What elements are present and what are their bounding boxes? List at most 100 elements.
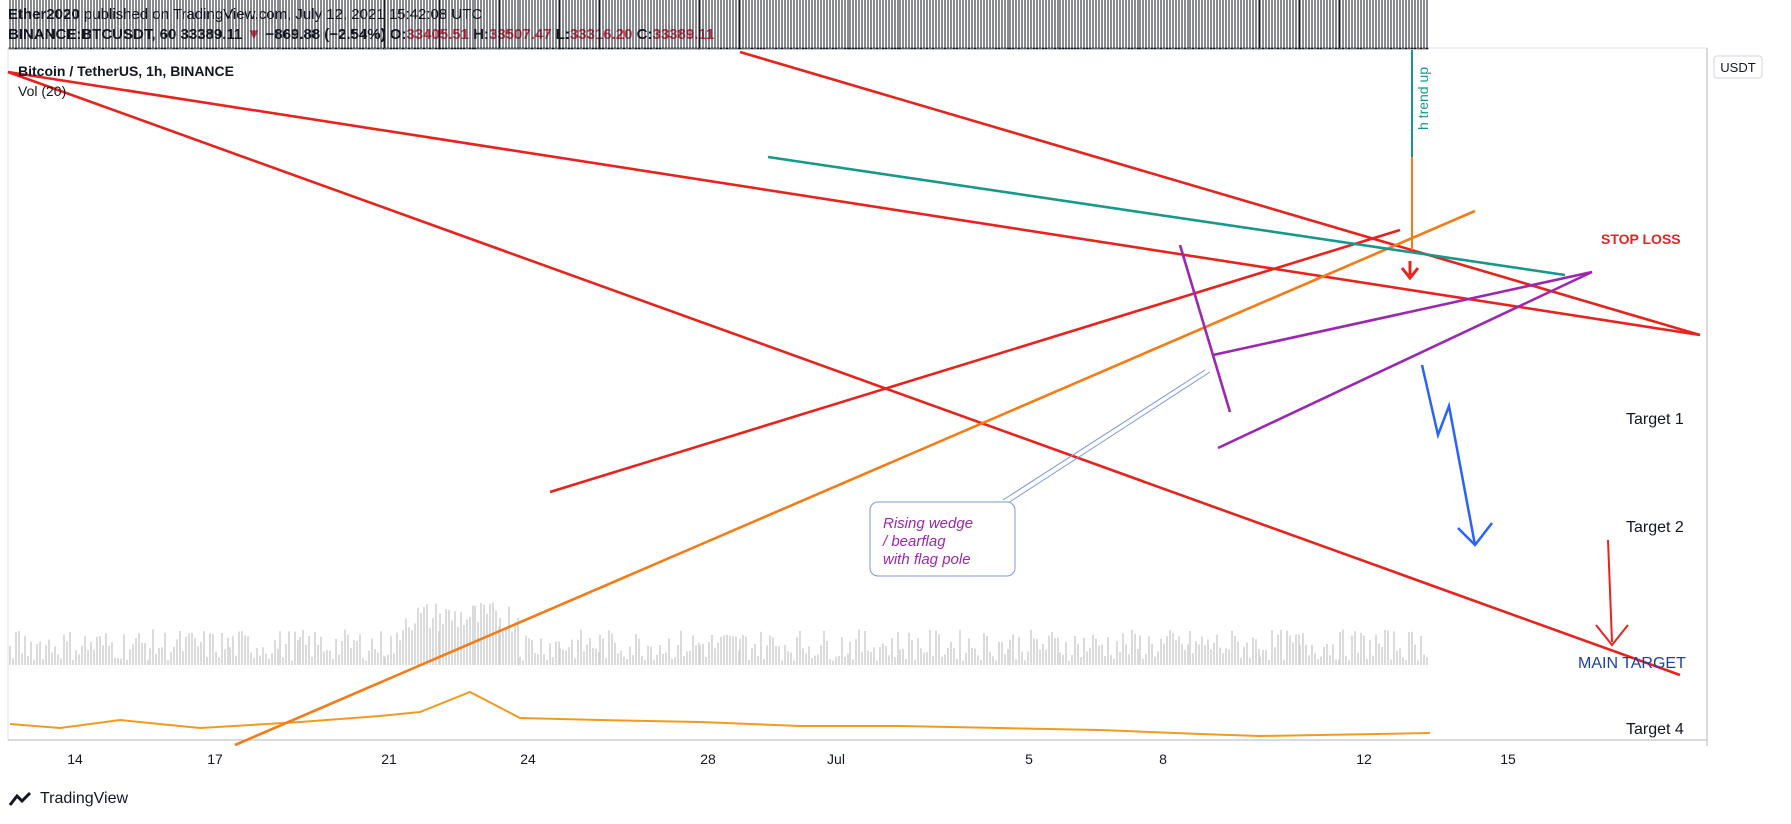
candle-body	[1368, 47, 1372, 50]
candle-body	[792, 47, 796, 50]
candle-body	[1383, 47, 1387, 50]
candle-body	[304, 47, 308, 50]
candle-body	[1392, 47, 1396, 50]
flag-pole-line[interactable]	[1178, 244, 1232, 413]
rising-support-trendline[interactable]	[549, 228, 1401, 494]
candle-body	[83, 47, 87, 50]
candle-body	[1100, 47, 1104, 50]
price-axis[interactable]: 1417212428Jul581215USDT36691.3635188.943…	[67, 0, 1783, 767]
candle-body	[1133, 47, 1137, 50]
candle-body	[1188, 47, 1192, 50]
candle-body	[774, 47, 778, 50]
candle-body	[1316, 47, 1320, 50]
candle-body	[401, 47, 405, 50]
candle-body	[628, 47, 632, 50]
low-value: 33316.20	[569, 26, 633, 43]
candle-body	[1067, 47, 1071, 50]
candle-body	[719, 47, 723, 50]
candle-body	[184, 47, 188, 50]
candle-body	[931, 47, 935, 50]
candle-body	[1138, 47, 1142, 50]
candle-body	[851, 47, 855, 50]
candle-body	[679, 47, 683, 50]
candle-body	[1407, 47, 1411, 50]
red-down-arrow-icon[interactable]	[1400, 261, 1420, 281]
author-name[interactable]: Ether2020	[8, 6, 80, 23]
wedge-lower-line[interactable]	[1217, 270, 1593, 450]
candle-body	[65, 47, 69, 50]
candle-body	[1174, 47, 1178, 50]
candle-body	[810, 47, 814, 50]
candle-body	[1221, 47, 1225, 50]
candle-body	[919, 47, 923, 50]
candle-body	[949, 47, 953, 50]
candle-body	[355, 47, 359, 50]
main-target-arrow-icon[interactable]	[1595, 539, 1629, 647]
lower-descending-trendline[interactable]	[7, 70, 1681, 677]
candle-body	[783, 47, 787, 50]
candle-body	[1070, 47, 1074, 50]
projected-path-arrow-icon[interactable]	[1420, 364, 1493, 547]
candle-body	[901, 47, 905, 50]
time-tick-label: 14	[67, 751, 83, 767]
candle-body	[910, 47, 914, 50]
upper-descending-trendline[interactable]	[7, 70, 1701, 337]
callout-box[interactable]	[869, 501, 1016, 577]
candle-body	[370, 47, 374, 50]
candle-body	[518, 47, 522, 50]
candle-body	[579, 47, 583, 50]
rising-orange-trendline[interactable]	[234, 209, 1476, 747]
teal-resistance-trendline[interactable]	[767, 155, 1566, 277]
tradingview-footer[interactable]: TradingView	[8, 790, 128, 808]
candle-body	[290, 47, 294, 50]
candle-body	[716, 47, 720, 50]
candle-body	[649, 47, 653, 50]
candle-body	[1141, 47, 1145, 50]
candle-body	[1058, 47, 1062, 50]
candle-body	[613, 47, 617, 50]
candle-body	[768, 47, 772, 50]
candle-body	[205, 47, 209, 50]
candle-body	[521, 47, 525, 50]
candle-body	[542, 47, 546, 50]
candle-body	[337, 47, 341, 50]
candle-body	[713, 47, 717, 50]
candle-body	[673, 47, 677, 50]
candle-body	[349, 47, 353, 50]
candle-body	[682, 47, 686, 50]
candle-body	[243, 47, 247, 50]
candle-body	[202, 47, 206, 50]
candle-body	[44, 47, 48, 50]
currency-badge[interactable]	[1713, 55, 1763, 79]
candle-body	[151, 47, 155, 50]
wedge-upper-line[interactable]	[1212, 270, 1593, 357]
candle-body	[119, 47, 123, 50]
candle-body	[1380, 47, 1384, 50]
candle-body	[576, 47, 580, 50]
candle-body	[17, 47, 21, 50]
price-change: −869.88 (−2.54%)	[265, 26, 386, 43]
callout-text: with flag pole	[883, 551, 971, 568]
candle-body	[507, 47, 511, 50]
candle-body	[1404, 47, 1408, 50]
candle-body	[74, 47, 78, 50]
candle-body	[1011, 47, 1015, 50]
candle-body	[1112, 47, 1116, 50]
candle-body	[554, 47, 558, 50]
candle-body	[1422, 47, 1426, 50]
candle-body	[1227, 47, 1231, 50]
candle-body	[172, 47, 176, 50]
candle-body	[536, 47, 540, 50]
candle-body	[1014, 47, 1018, 50]
candle-body	[113, 47, 117, 50]
candle-body	[863, 47, 867, 50]
candle-body	[434, 47, 438, 50]
candle-body	[1267, 47, 1271, 50]
candle-body	[533, 47, 537, 50]
candle-body	[389, 47, 393, 50]
outer-descending-trendline[interactable]	[739, 50, 1701, 337]
candle-body	[934, 47, 938, 50]
candle-body	[160, 47, 164, 50]
